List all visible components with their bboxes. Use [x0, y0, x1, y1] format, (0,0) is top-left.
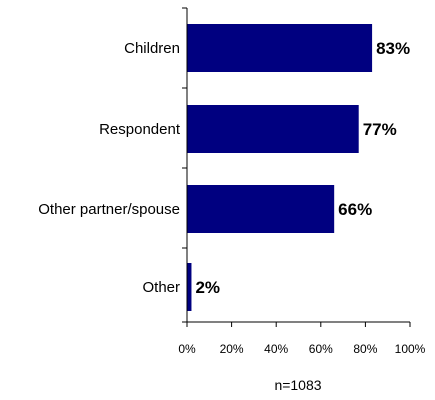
x-tick-labels: 0% 20% 40% 60% 80% 100% [178, 342, 425, 356]
x-tick-label: 0% [178, 342, 196, 356]
bars-group [187, 24, 373, 311]
bar [187, 24, 373, 72]
x-tick-label: 100% [395, 342, 426, 356]
bar [187, 105, 359, 153]
x-tick-label: 60% [309, 342, 333, 356]
category-label: Respondent [99, 121, 181, 138]
value-label: 83% [376, 39, 410, 58]
sample-size-note: n=1083 [274, 377, 321, 393]
bar [187, 185, 335, 233]
value-labels: 83% 77% 66% 2% [195, 39, 410, 297]
bar [187, 263, 192, 311]
axes [182, 7, 411, 327]
category-label: Other [142, 279, 180, 296]
value-label: 77% [363, 120, 397, 139]
category-label: Children [124, 40, 180, 57]
x-tick-label: 20% [220, 342, 244, 356]
x-tick-label: 80% [353, 342, 377, 356]
category-labels: Children Respondent Other partner/spouse Ot… [38, 40, 181, 296]
category-label: Other partner/spouse [38, 201, 180, 218]
value-label: 66% [338, 200, 372, 219]
value-label: 2% [195, 278, 220, 297]
x-tick-label: 40% [264, 342, 288, 356]
